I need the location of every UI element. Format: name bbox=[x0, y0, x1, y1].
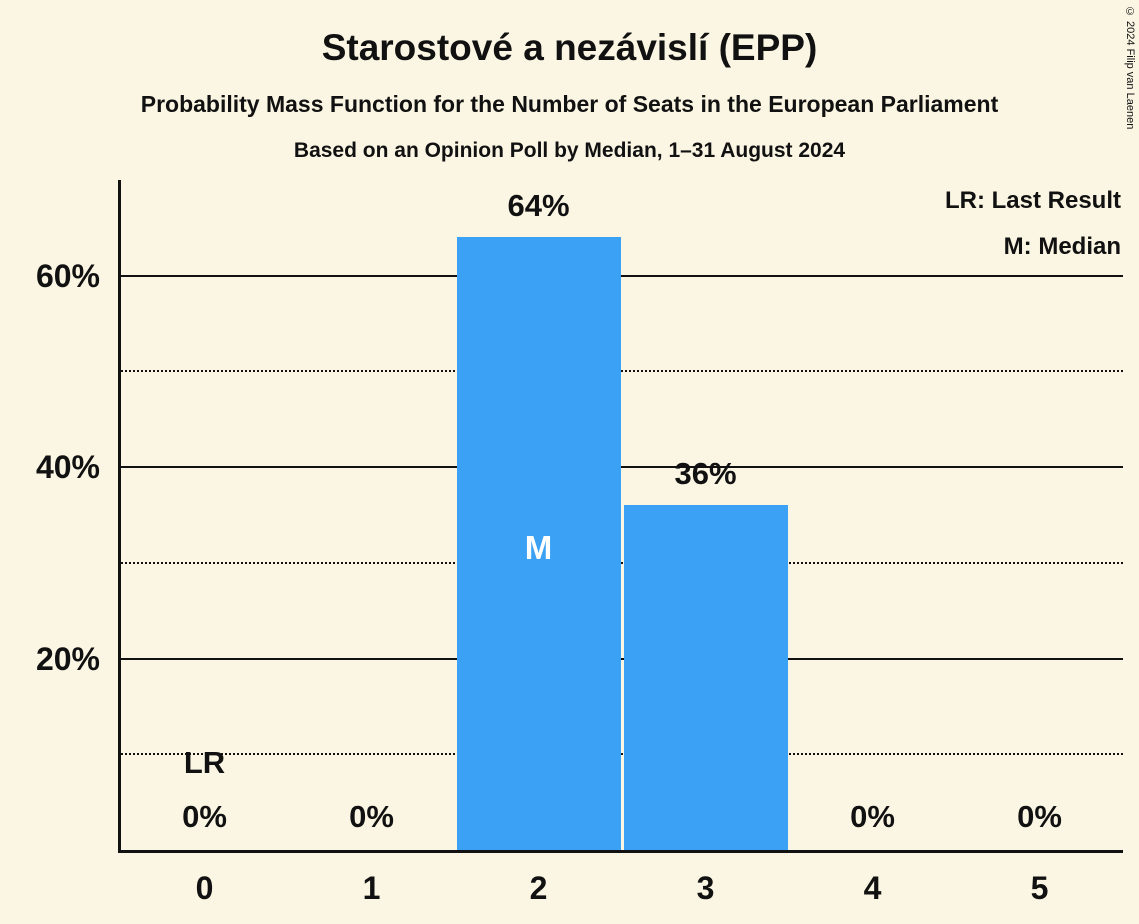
plot-area: LR: Last Result M: Median 0% 0% 64% 36% 0% 0%… bbox=[118, 180, 1123, 853]
chart-title: Starostové a nezávislí (EPP) bbox=[321, 27, 818, 68]
gridline-dotted-30 bbox=[121, 561, 1123, 564]
x-tick-5: 5 bbox=[1030, 870, 1049, 906]
y-tick-20: 20% bbox=[35, 640, 100, 677]
gridline-solid-60 bbox=[121, 274, 1123, 277]
copyright-notice: © 2024 Filip van Laenen bbox=[1124, 6, 1136, 130]
poll-info: Based on an Opinion Poll by Median, 1–31… bbox=[293, 139, 846, 162]
x-axis-labels: 0 1 2 3 4 5 bbox=[121, 868, 1123, 918]
bar-value-label: 0% bbox=[850, 799, 895, 834]
x-tick-4: 4 bbox=[863, 870, 882, 906]
gridline-solid-20 bbox=[121, 657, 1123, 660]
gridline-dotted-10 bbox=[121, 753, 1123, 756]
y-tick-60: 60% bbox=[35, 257, 100, 294]
bar-seats-2 bbox=[456, 237, 621, 850]
bar-value-label: 64% bbox=[507, 188, 570, 224]
x-tick-1: 1 bbox=[362, 870, 381, 906]
median-marker: M bbox=[524, 529, 553, 566]
gridline-dotted-50 bbox=[121, 370, 1123, 373]
legend-median: M: Median bbox=[1003, 233, 1121, 260]
x-tick-0: 0 bbox=[195, 870, 214, 906]
gridline-solid-40 bbox=[121, 466, 1123, 469]
last-result-marker: LR bbox=[183, 745, 226, 780]
chart-subtitle: Probability Mass Function for the Number… bbox=[140, 91, 999, 117]
bar-value-label: 0% bbox=[1017, 799, 1062, 834]
legend-last-result: LR: Last Result bbox=[944, 187, 1121, 214]
bar-seats-3 bbox=[623, 505, 788, 850]
bar-value-label: 0% bbox=[182, 799, 227, 834]
bar-value-label: 0% bbox=[349, 799, 394, 834]
bar-value-label: 36% bbox=[674, 456, 737, 492]
x-tick-2: 2 bbox=[529, 870, 548, 906]
x-tick-3: 3 bbox=[696, 870, 715, 906]
y-axis-ticks: 20% 40% 60% bbox=[0, 180, 100, 850]
y-tick-40: 40% bbox=[35, 449, 100, 486]
